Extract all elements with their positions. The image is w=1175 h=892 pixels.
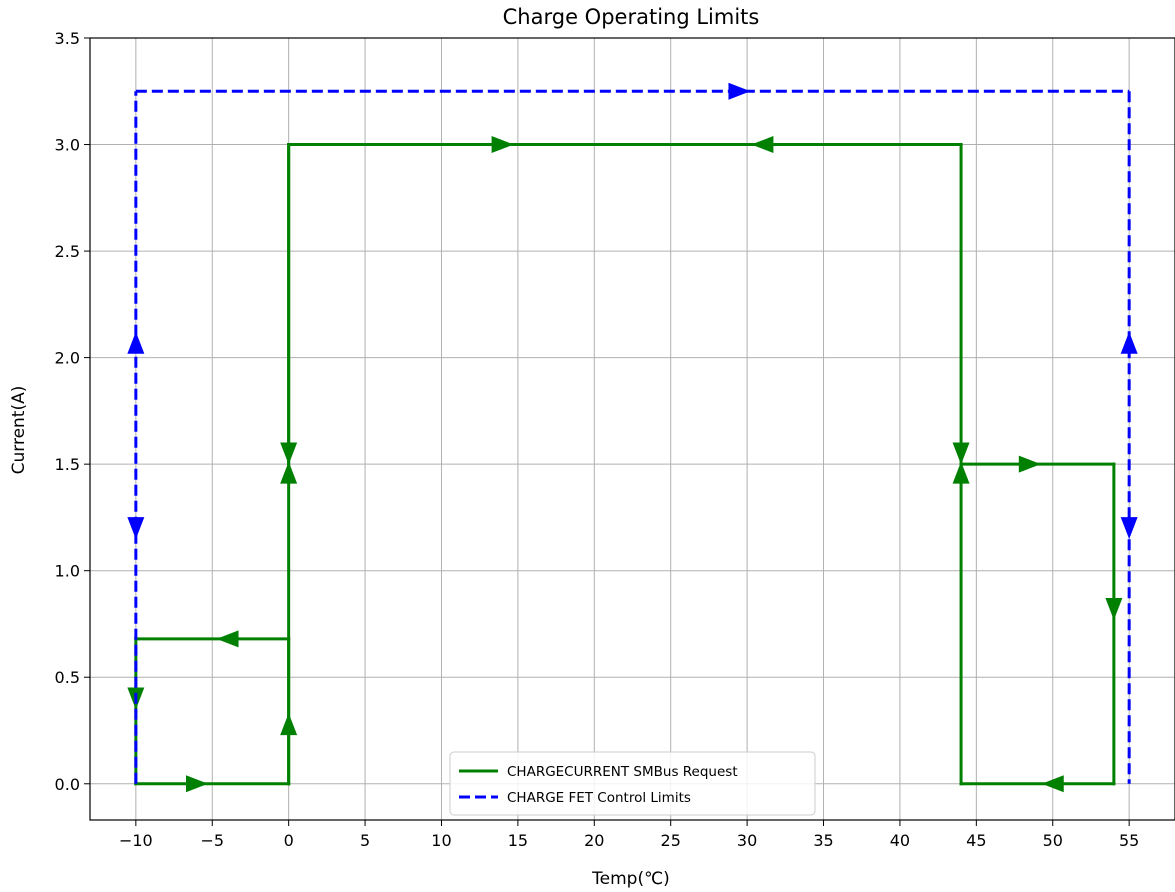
x-tick-label: −10 — [119, 831, 153, 850]
direction-arrow — [952, 461, 970, 484]
direction-arrow — [1018, 455, 1041, 473]
direction-arrow — [1120, 331, 1138, 354]
direction-arrow — [952, 442, 970, 465]
y-tick-label: 2.5 — [55, 242, 80, 261]
series-layer — [127, 82, 1138, 793]
direction-arrow — [1120, 517, 1138, 540]
x-tick-label: 0 — [284, 831, 294, 850]
legend-box — [449, 751, 816, 816]
x-tick-label: 15 — [508, 831, 528, 850]
direction-arrow — [280, 713, 298, 736]
direction-arrow — [185, 775, 208, 793]
legend-entry-label: CHARGECURRENT SMBus Request — [507, 764, 738, 780]
direction-arrow — [280, 442, 298, 465]
chart-title: Charge Operating Limits — [503, 5, 760, 29]
y-axis-label: Current(A) — [9, 386, 29, 475]
direction-arrow — [491, 136, 514, 154]
y-tick-label: 1.5 — [55, 455, 80, 474]
y-tick-label: 0.5 — [55, 668, 80, 687]
direction-arrow — [127, 517, 145, 540]
x-tick-label: 50 — [1043, 831, 1063, 850]
y-tick-label: 3.5 — [55, 29, 80, 48]
direction-arrow — [1041, 775, 1064, 793]
y-tick-label: 0.0 — [55, 775, 80, 794]
legend: CHARGECURRENT SMBus Request CHARGE FET Co… — [449, 751, 816, 816]
x-tick-label: −5 — [200, 831, 224, 850]
x-tick-label: 20 — [584, 831, 604, 850]
direction-arrow — [216, 630, 239, 648]
x-axis-label: Temp(℃) — [591, 869, 670, 889]
ticks: −10 −5 0 5 10 15 20 25 30 35 40 45 50 55 0.0 0.5 1.0 1.5 2… — [55, 29, 1140, 850]
x-tick-label: 40 — [890, 831, 910, 850]
direction-arrow — [728, 82, 751, 100]
x-tick-label: 5 — [360, 831, 370, 850]
x-tick-label: 35 — [813, 831, 833, 850]
series-charge-fet — [127, 82, 1138, 784]
y-tick-label: 3.0 — [55, 136, 80, 155]
y-tick-label: 1.0 — [55, 562, 80, 581]
x-tick-label: 55 — [1119, 831, 1139, 850]
direction-arrow — [1105, 598, 1123, 621]
x-tick-label: 45 — [966, 831, 986, 850]
y-tick-label: 2.0 — [55, 349, 80, 368]
legend-entry-label: CHARGE FET Control Limits — [507, 790, 691, 806]
plot-frame — [89, 37, 1175, 821]
direction-arrow — [127, 331, 145, 354]
x-tick-label: 10 — [431, 831, 451, 850]
direction-arrow — [751, 136, 774, 154]
x-tick-label: 30 — [737, 831, 757, 850]
x-tick-label: 25 — [661, 831, 681, 850]
direction-arrow — [280, 461, 298, 484]
